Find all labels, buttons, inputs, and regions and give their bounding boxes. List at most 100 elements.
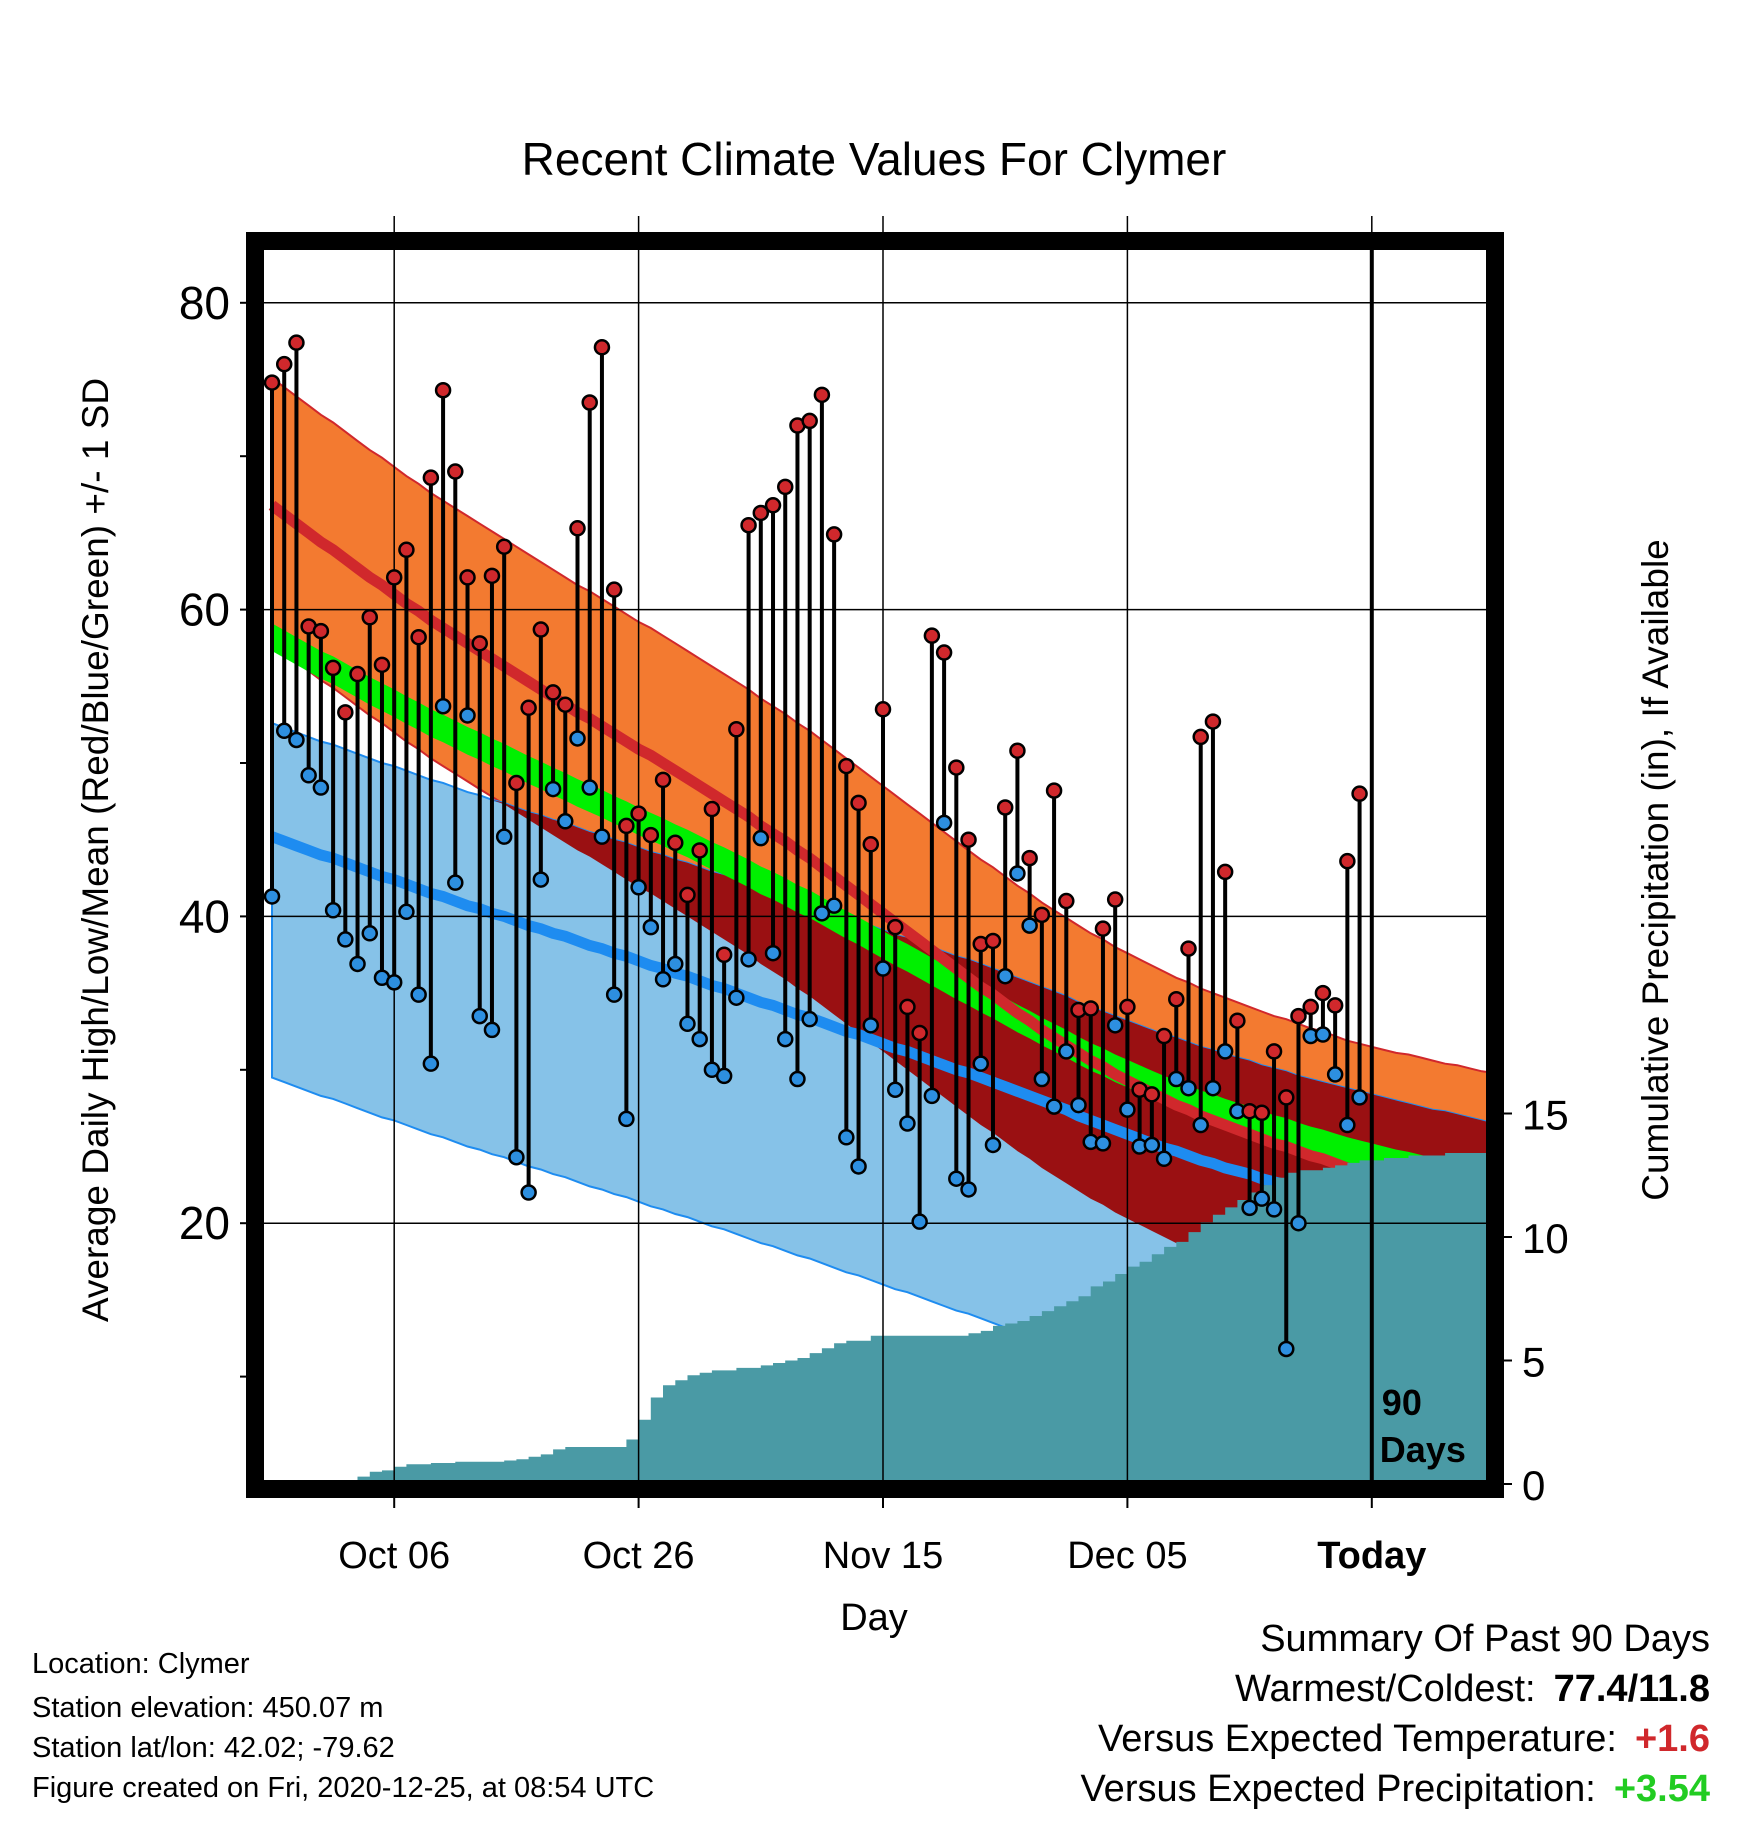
high-point — [667, 834, 684, 852]
low-point — [679, 1015, 696, 1033]
low-point — [764, 944, 782, 962]
high-point — [838, 757, 855, 775]
high-point — [813, 386, 831, 404]
y-tick-label: 40 — [179, 890, 230, 942]
low-point — [874, 960, 892, 977]
high-point — [337, 704, 354, 721]
low-point — [630, 879, 647, 896]
low-point — [275, 722, 293, 740]
high-point — [1119, 998, 1136, 1016]
low-point — [337, 931, 354, 948]
low-point — [1192, 1116, 1209, 1134]
low-point — [960, 1181, 977, 1198]
high-point — [471, 635, 488, 652]
high-point — [434, 381, 452, 399]
high-point — [862, 836, 880, 853]
high-point — [385, 569, 403, 586]
low-point — [813, 905, 831, 922]
low-point — [1216, 1043, 1234, 1060]
low-point — [923, 1087, 941, 1105]
high-point — [850, 794, 867, 812]
low-point — [1339, 1116, 1356, 1134]
high-point — [1180, 940, 1197, 957]
high-point — [764, 497, 782, 514]
high-point — [691, 842, 708, 859]
low-point — [569, 730, 586, 747]
x-tick-label: Nov 15 — [823, 1535, 943, 1577]
low-point — [984, 1136, 1002, 1154]
low-point — [654, 971, 672, 988]
high-point — [1326, 997, 1344, 1014]
high-point — [275, 355, 293, 373]
low-point — [642, 918, 660, 936]
station-elevation: Station elevation: 450.07 m — [32, 1692, 384, 1724]
low-point — [1290, 1214, 1307, 1232]
high-point — [1058, 892, 1075, 910]
low-point — [1021, 917, 1038, 934]
summary-title: Summary Of Past 90 Days — [1260, 1618, 1710, 1660]
overlap-band — [272, 723, 1490, 1338]
high-point — [288, 334, 305, 351]
low-point — [752, 829, 770, 847]
high-point — [1216, 863, 1234, 881]
high-point — [728, 721, 745, 738]
warm-cold-value: 77.4/11.8 — [1553, 1668, 1710, 1710]
low-point — [911, 1213, 928, 1230]
high-point — [459, 569, 476, 586]
high-point — [630, 805, 647, 822]
temp-departure-value: +1.6 — [1634, 1718, 1710, 1760]
low-point — [1094, 1135, 1112, 1152]
low-point — [1351, 1089, 1368, 1106]
high-point — [544, 684, 562, 701]
high-point — [886, 918, 904, 936]
high-point — [1143, 1086, 1161, 1103]
y2-axis-label: Cumulative Precipitation (in), If Availa… — [1635, 539, 1676, 1201]
low-point — [324, 902, 342, 919]
low-point — [618, 1110, 635, 1128]
high-point — [703, 800, 721, 818]
low-point — [520, 1184, 537, 1201]
low-point — [508, 1148, 525, 1166]
y2-tick-label: 15 — [1522, 1092, 1569, 1139]
high-point — [447, 463, 464, 480]
high-point — [263, 374, 281, 391]
low-point — [691, 1030, 708, 1048]
low-point — [1155, 1150, 1173, 1168]
low-point — [1045, 1098, 1063, 1115]
low-point — [1265, 1201, 1283, 1218]
summary-temp: Versus Expected Temperature: +1.6 — [1098, 1718, 1710, 1760]
high-point — [1192, 728, 1209, 746]
y2-tick-label: 10 — [1522, 1215, 1569, 1262]
high-point — [1045, 782, 1063, 799]
low-point — [349, 955, 366, 973]
high-point — [948, 759, 965, 776]
low-point — [410, 986, 427, 1003]
low-point — [605, 986, 623, 1003]
x-tick-label: Dec 05 — [1067, 1535, 1187, 1577]
high-point — [1351, 785, 1368, 802]
high-point — [825, 526, 843, 543]
low-point — [996, 967, 1014, 985]
high-point — [605, 581, 623, 598]
high-point — [1106, 891, 1124, 908]
high-point — [618, 817, 635, 835]
high-point — [874, 701, 892, 718]
high-point — [996, 799, 1014, 816]
low-point — [1278, 1340, 1295, 1358]
high-point — [349, 665, 366, 683]
low-point — [1009, 865, 1026, 882]
high-point — [984, 932, 1002, 950]
low-point — [385, 974, 403, 991]
high-point — [740, 516, 757, 534]
low-point — [1241, 1199, 1258, 1217]
high-point — [569, 520, 586, 537]
high-point — [1009, 742, 1026, 759]
high-point — [960, 831, 977, 848]
high-point — [508, 774, 525, 792]
low-point — [740, 951, 757, 968]
high-point — [752, 504, 770, 522]
summary-precip: Versus Expected Precipitation: +3.54 — [1080, 1768, 1710, 1810]
high-point — [899, 998, 916, 1016]
low-point — [1180, 1079, 1197, 1097]
high-point — [654, 771, 672, 789]
